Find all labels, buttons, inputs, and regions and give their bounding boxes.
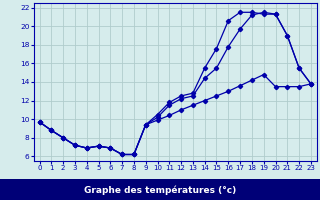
Text: Graphe des températures (°c): Graphe des températures (°c) xyxy=(84,186,236,195)
